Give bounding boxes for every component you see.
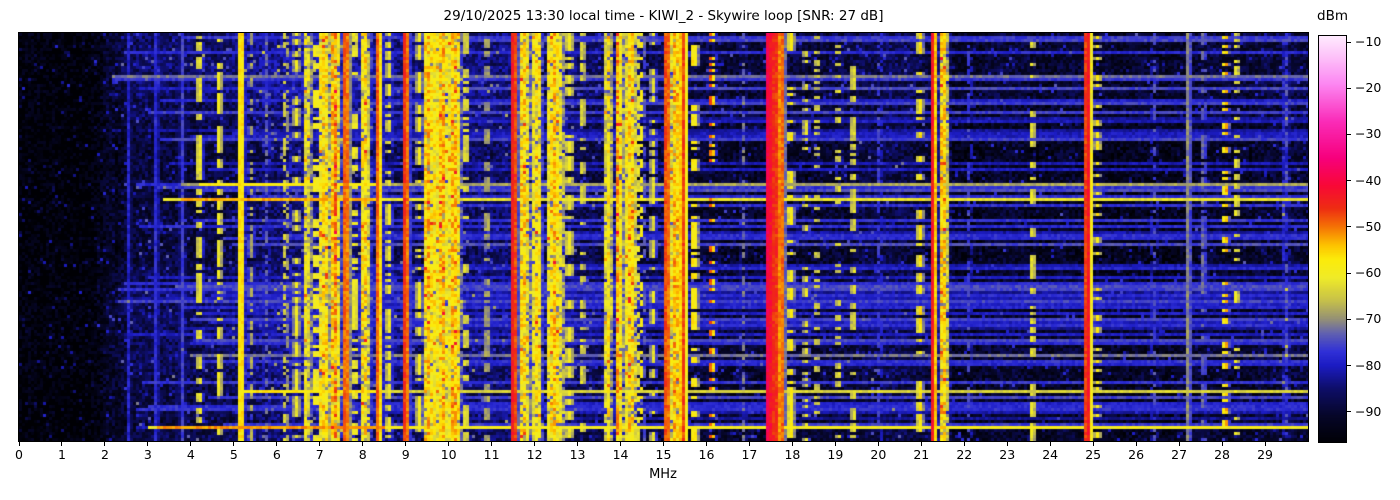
x-tick-mark: [1221, 442, 1223, 446]
x-tick-label: 27: [1171, 447, 1188, 462]
x-tick-label: 12: [526, 447, 543, 462]
colorbar-tick-mark: [1347, 87, 1351, 89]
x-tick-mark: [963, 442, 965, 446]
x-tick-mark: [920, 442, 922, 446]
x-tick-label: 26: [1128, 447, 1145, 462]
x-tick-label: 3: [143, 447, 152, 462]
x-tick-label: 17: [741, 447, 758, 462]
colorbar-tick-mark: [1347, 180, 1351, 182]
x-tick-label: 24: [1042, 447, 1059, 462]
x-tick-label: 21: [913, 447, 930, 462]
x-tick-label: 2: [100, 447, 109, 462]
x-tick-label: 20: [870, 447, 887, 462]
colorbar-tick-label: −60: [1355, 265, 1382, 281]
x-tick-label: 16: [698, 447, 715, 462]
colorbar-tick-mark: [1347, 226, 1351, 228]
colorbar-tick-label: −90: [1355, 403, 1382, 419]
colorbar-tick-label: −20: [1355, 80, 1382, 96]
colorbar-tick-mark: [1347, 365, 1351, 367]
x-tick-label: 8: [358, 447, 367, 462]
colorbar-tick-mark: [1347, 411, 1351, 413]
colorbar-tick-label: −30: [1355, 126, 1382, 142]
colorbar: [1318, 35, 1347, 443]
x-tick-label: 23: [999, 447, 1016, 462]
x-tick-mark: [748, 442, 750, 446]
x-tick-mark: [319, 442, 321, 446]
x-tick-mark: [877, 442, 879, 446]
x-tick-mark: [276, 442, 278, 446]
x-tick-label: 11: [483, 447, 500, 462]
x-tick-label: 22: [956, 447, 973, 462]
x-tick-label: 29: [1257, 447, 1273, 462]
x-tick-label: 25: [1085, 447, 1102, 462]
colorbar-title: dBm: [1317, 8, 1348, 24]
x-tick-label: 1: [57, 447, 66, 462]
x-tick-label: 9: [401, 447, 410, 462]
x-tick-label: 0: [15, 447, 23, 462]
x-tick-mark: [1006, 442, 1008, 446]
x-tick-mark: [1178, 442, 1180, 446]
colorbar-tick-label: −50: [1355, 218, 1382, 234]
x-tick-mark: [147, 442, 149, 446]
spectrogram-heatmap-canvas: [19, 33, 1308, 441]
colorbar-tick-label: −40: [1355, 172, 1382, 188]
x-tick-mark: [834, 442, 836, 446]
x-tick-label: 7: [315, 447, 324, 462]
x-tick-label: 5: [229, 447, 238, 462]
x-tick-mark: [663, 442, 664, 446]
x-tick-label: 6: [272, 447, 281, 462]
waterfall-plot-area: [18, 32, 1309, 442]
x-tick-mark: [233, 442, 235, 446]
colorbar-tick-label: −10: [1355, 34, 1382, 49]
x-axis-title: MHz: [649, 467, 677, 482]
colorbar-tick-label: −80: [1355, 357, 1382, 373]
x-tick-label: 18: [784, 447, 801, 462]
x-tick-mark: [190, 442, 192, 446]
colorbar-tick-mark: [1347, 272, 1351, 274]
x-tick-mark: [362, 442, 364, 446]
colorbar-tick-mark: [1347, 41, 1351, 43]
x-tick-label: 15: [655, 447, 672, 462]
x-tick-mark: [1264, 442, 1266, 446]
x-tick-mark: [1092, 442, 1094, 446]
x-tick-label: 28: [1214, 447, 1231, 462]
x-tick-mark: [61, 442, 63, 446]
x-tick-mark: [1135, 442, 1137, 446]
colorbar-gradient-canvas: [1319, 36, 1346, 442]
x-tick-mark: [18, 442, 20, 446]
x-tick-mark: [104, 442, 106, 446]
colorbar-tick-mark: [1347, 133, 1351, 135]
x-tick-mark: [705, 442, 707, 446]
x-tick-mark: [791, 442, 793, 446]
colorbar-tick-mark: [1347, 318, 1351, 320]
x-tick-mark: [405, 442, 407, 446]
x-tick-label: 10: [440, 447, 457, 462]
x-tick-mark: [577, 442, 579, 446]
x-tick-mark: [491, 442, 493, 446]
x-tick-label: 14: [612, 447, 629, 462]
x-tick-label: 13: [569, 447, 586, 462]
plot-title: 29/10/2025 13:30 local time - KIWI_2 - S…: [443, 8, 884, 24]
x-tick-mark: [620, 442, 622, 446]
x-tick-label: 4: [186, 447, 195, 462]
x-tick-mark: [1049, 442, 1051, 446]
x-tick-label: 19: [827, 447, 844, 462]
x-tick-mark: [448, 442, 450, 446]
colorbar-tick-label: −70: [1355, 311, 1382, 327]
x-tick-mark: [534, 442, 536, 446]
